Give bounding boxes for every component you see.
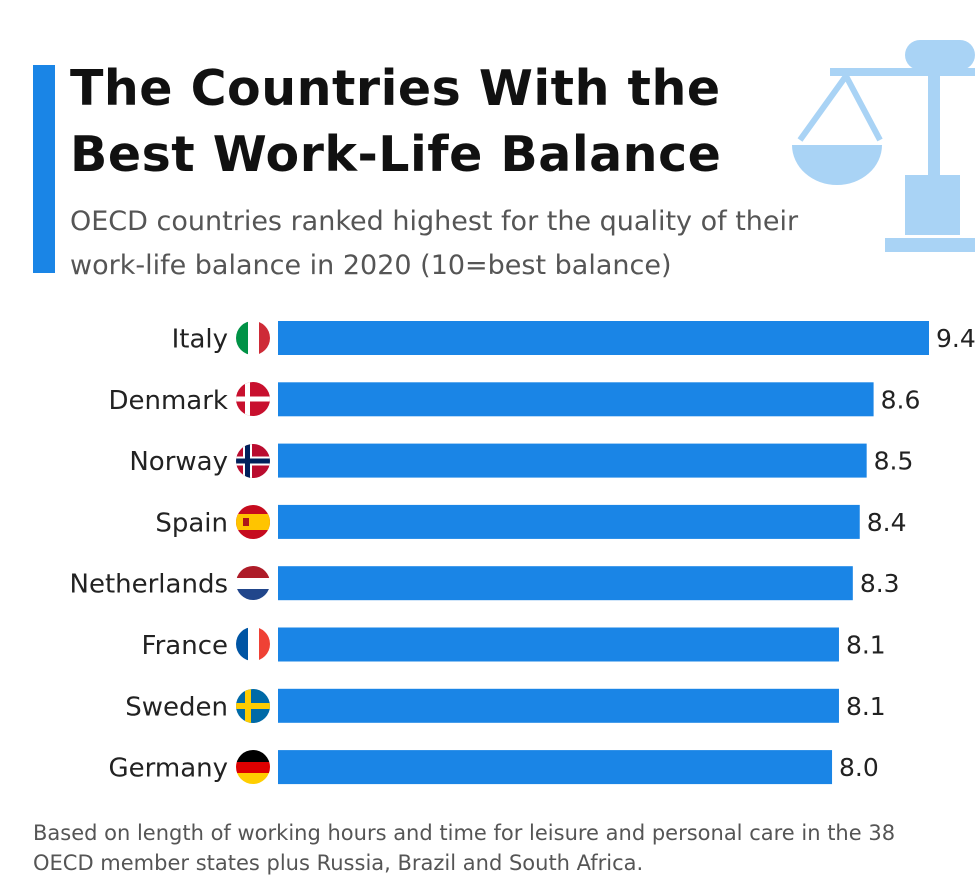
category-label: Denmark [108, 386, 228, 416]
value-label: 8.6 [881, 385, 921, 414]
bar [278, 688, 839, 723]
flags [236, 321, 270, 784]
value-label: 9.4 [936, 324, 975, 353]
scale-icon [792, 40, 975, 252]
value-label: 8.5 [874, 447, 914, 476]
category-label: Germany [108, 754, 228, 784]
category-label: Italy [172, 325, 228, 355]
bar [278, 627, 839, 662]
bar [278, 566, 853, 601]
value-label: 8.0 [839, 753, 879, 782]
bar [278, 504, 860, 539]
chart-subtitle: OECD countries ranked highest for the qu… [70, 206, 799, 281]
footnote: Based on length of working hours and tim… [33, 821, 896, 875]
category-label: Sweden [125, 692, 228, 722]
bar [278, 750, 833, 785]
accent-bar [33, 65, 55, 273]
bar [278, 321, 929, 355]
value-label: 8.1 [846, 692, 886, 721]
category-label: Norway [129, 447, 228, 477]
category-label: Netherlands [70, 570, 229, 600]
bar [278, 443, 867, 478]
bar [278, 382, 874, 417]
category-label: France [142, 631, 228, 661]
value-label: 8.3 [860, 569, 900, 598]
value-label: 8.1 [846, 631, 886, 660]
category-label: Spain [155, 508, 228, 538]
value-label: 8.4 [867, 508, 907, 537]
chart-title: The Countries With the Best Work-Life Ba… [70, 60, 722, 183]
